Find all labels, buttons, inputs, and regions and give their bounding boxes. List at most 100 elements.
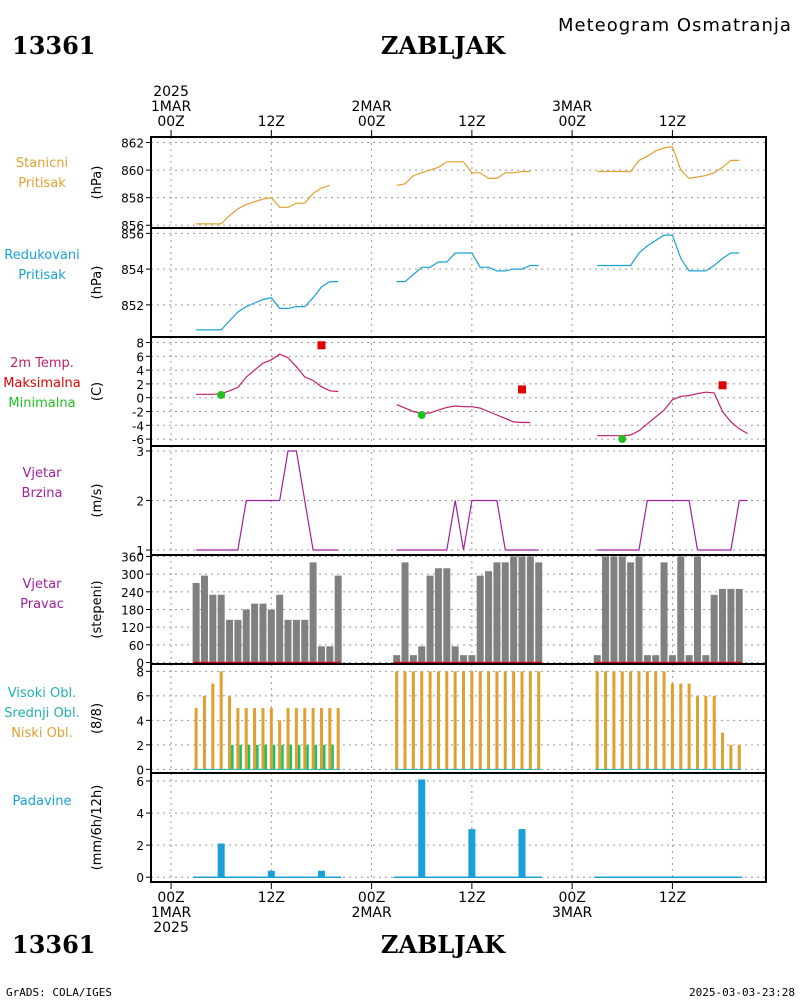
wind-dir-bar (393, 655, 401, 663)
low-cloud-bar (645, 671, 649, 770)
y-tick-label: 4 (136, 364, 144, 378)
panel-reduced_pressure: 852 854 856 Redukovani Pritisak (hPa) (4, 227, 767, 338)
tmax-point (317, 341, 326, 350)
series-line (597, 391, 748, 437)
series-line (396, 499, 539, 551)
wind-dir-bar (267, 609, 275, 663)
x-tick-label-bottom: 00Z (157, 890, 184, 906)
station-name-bottom: ZABLJAK (381, 930, 506, 959)
series-line (196, 353, 339, 395)
panel-frame (150, 772, 767, 883)
y-tick-label: 856 (121, 219, 144, 233)
wind-dir-bar (610, 556, 618, 663)
panel-label: Pravac (20, 597, 64, 612)
x-tick-label-top: 00Z (157, 114, 184, 130)
station-id-top: 13361 (12, 31, 96, 60)
y-tick-label: 0 (136, 657, 144, 671)
mid-cloud-bar (322, 744, 326, 770)
x-tick-label-top: 12Z (659, 114, 686, 130)
x-tick-label-top: 3MAR (552, 99, 593, 115)
low-cloud-bar (253, 708, 257, 770)
low-cloud-bar (495, 671, 499, 770)
mid-cloud-bar (264, 744, 267, 770)
wind-dir-bar (309, 562, 317, 663)
low-cloud-bar (729, 744, 733, 770)
y-tick-label: 2 (136, 378, 144, 392)
low-cloud-bar (303, 708, 307, 770)
mid-cloud-bar (272, 744, 276, 770)
low-cloud-bar (228, 695, 232, 770)
y-tick-label: 6 (136, 690, 144, 704)
y-tick-label: 856 (121, 227, 144, 241)
wind-dir-bar (593, 655, 601, 663)
low-cloud-bar (595, 671, 599, 770)
wind-dir-bar (426, 575, 434, 663)
wind-dir-bar (735, 588, 743, 663)
wind-dir-bar (409, 655, 417, 663)
y-tick-label: 6 (136, 350, 144, 364)
low-cloud-bar (269, 708, 273, 770)
unit-label: (hPa) (90, 266, 105, 300)
series-line (597, 499, 748, 551)
mid-cloud-bar (231, 744, 234, 770)
panel-label: Padavine (13, 794, 72, 809)
low-cloud-bar (704, 695, 708, 770)
low-cloud-bar (612, 671, 616, 770)
wind-dir-bar (485, 571, 493, 663)
unit-label: (stepeni) (90, 580, 105, 638)
wind-dir-bar (702, 655, 710, 663)
wind-dir-bar (643, 655, 651, 663)
low-cloud-bar (319, 708, 323, 770)
wind-dir-bar (668, 655, 676, 663)
series-line (196, 184, 330, 225)
wind-dir-bar (401, 562, 409, 663)
series-line (597, 146, 740, 180)
precip-bar (518, 829, 526, 878)
station-id-bottom: 13361 (12, 930, 96, 959)
low-cloud-bar (420, 671, 424, 770)
low-cloud-bar (436, 671, 440, 770)
low-cloud-bar (211, 683, 215, 770)
panel-frame (150, 227, 767, 338)
low-cloud-bar (637, 671, 641, 770)
y-tick-label: -6 (132, 433, 144, 447)
wind-dir-bar (276, 594, 284, 663)
mid-cloud-bar (297, 744, 301, 770)
wind-dir-bar (526, 556, 534, 663)
wind-dir-bar (535, 562, 543, 663)
low-cloud-bar (278, 720, 282, 770)
wind-dir-bar (660, 562, 668, 663)
panel-clouds: 0 2 4 6 8 Visoki Obl. Srednji Obl. Niski Obl. (8… (4, 663, 767, 777)
precip-bar (468, 829, 476, 878)
y-tick-label: 8 (136, 337, 144, 351)
x-tick-label-bottom: 00Z (558, 890, 585, 906)
y-tick-label: 6 (136, 775, 144, 789)
y-tick-label: 0 (136, 763, 144, 777)
low-cloud-bar (695, 695, 699, 770)
tmax-point (718, 381, 727, 390)
footer-timestamp: 2025-03-03-23:28 (689, 986, 795, 999)
low-cloud-bar (478, 671, 482, 770)
wind-dir-bar (242, 609, 250, 663)
wind-dir-bar (719, 588, 727, 663)
y-tick-label: 858 (121, 192, 144, 206)
x-tick-label-top: 2025 (153, 84, 189, 100)
y-tick-label: 180 (121, 604, 144, 618)
wind-dir-bar (217, 594, 225, 663)
y-tick-label: 3 (136, 445, 144, 459)
y-tick-label: 860 (121, 164, 144, 178)
series-line (396, 404, 531, 424)
panel-label: Srednji Obl. (4, 706, 79, 721)
mid-cloud-bar (306, 744, 309, 770)
low-cloud-bar (662, 671, 666, 770)
low-cloud-bar (244, 708, 248, 770)
panel-precipitation: 0 2 4 6 Padavine (mm/6h/12h) (13, 772, 767, 885)
wind-dir-bar (418, 646, 426, 663)
x-tick-label-top: 2MAR (351, 99, 392, 115)
x-tick-label-bottom: 00Z (358, 890, 385, 906)
y-tick-label: 4 (136, 714, 144, 728)
wind-dir-bar (234, 619, 242, 663)
wind-dir-bar (727, 588, 735, 663)
wind-dir-bar (226, 619, 234, 663)
x-tick-label-top: 12Z (258, 114, 285, 130)
